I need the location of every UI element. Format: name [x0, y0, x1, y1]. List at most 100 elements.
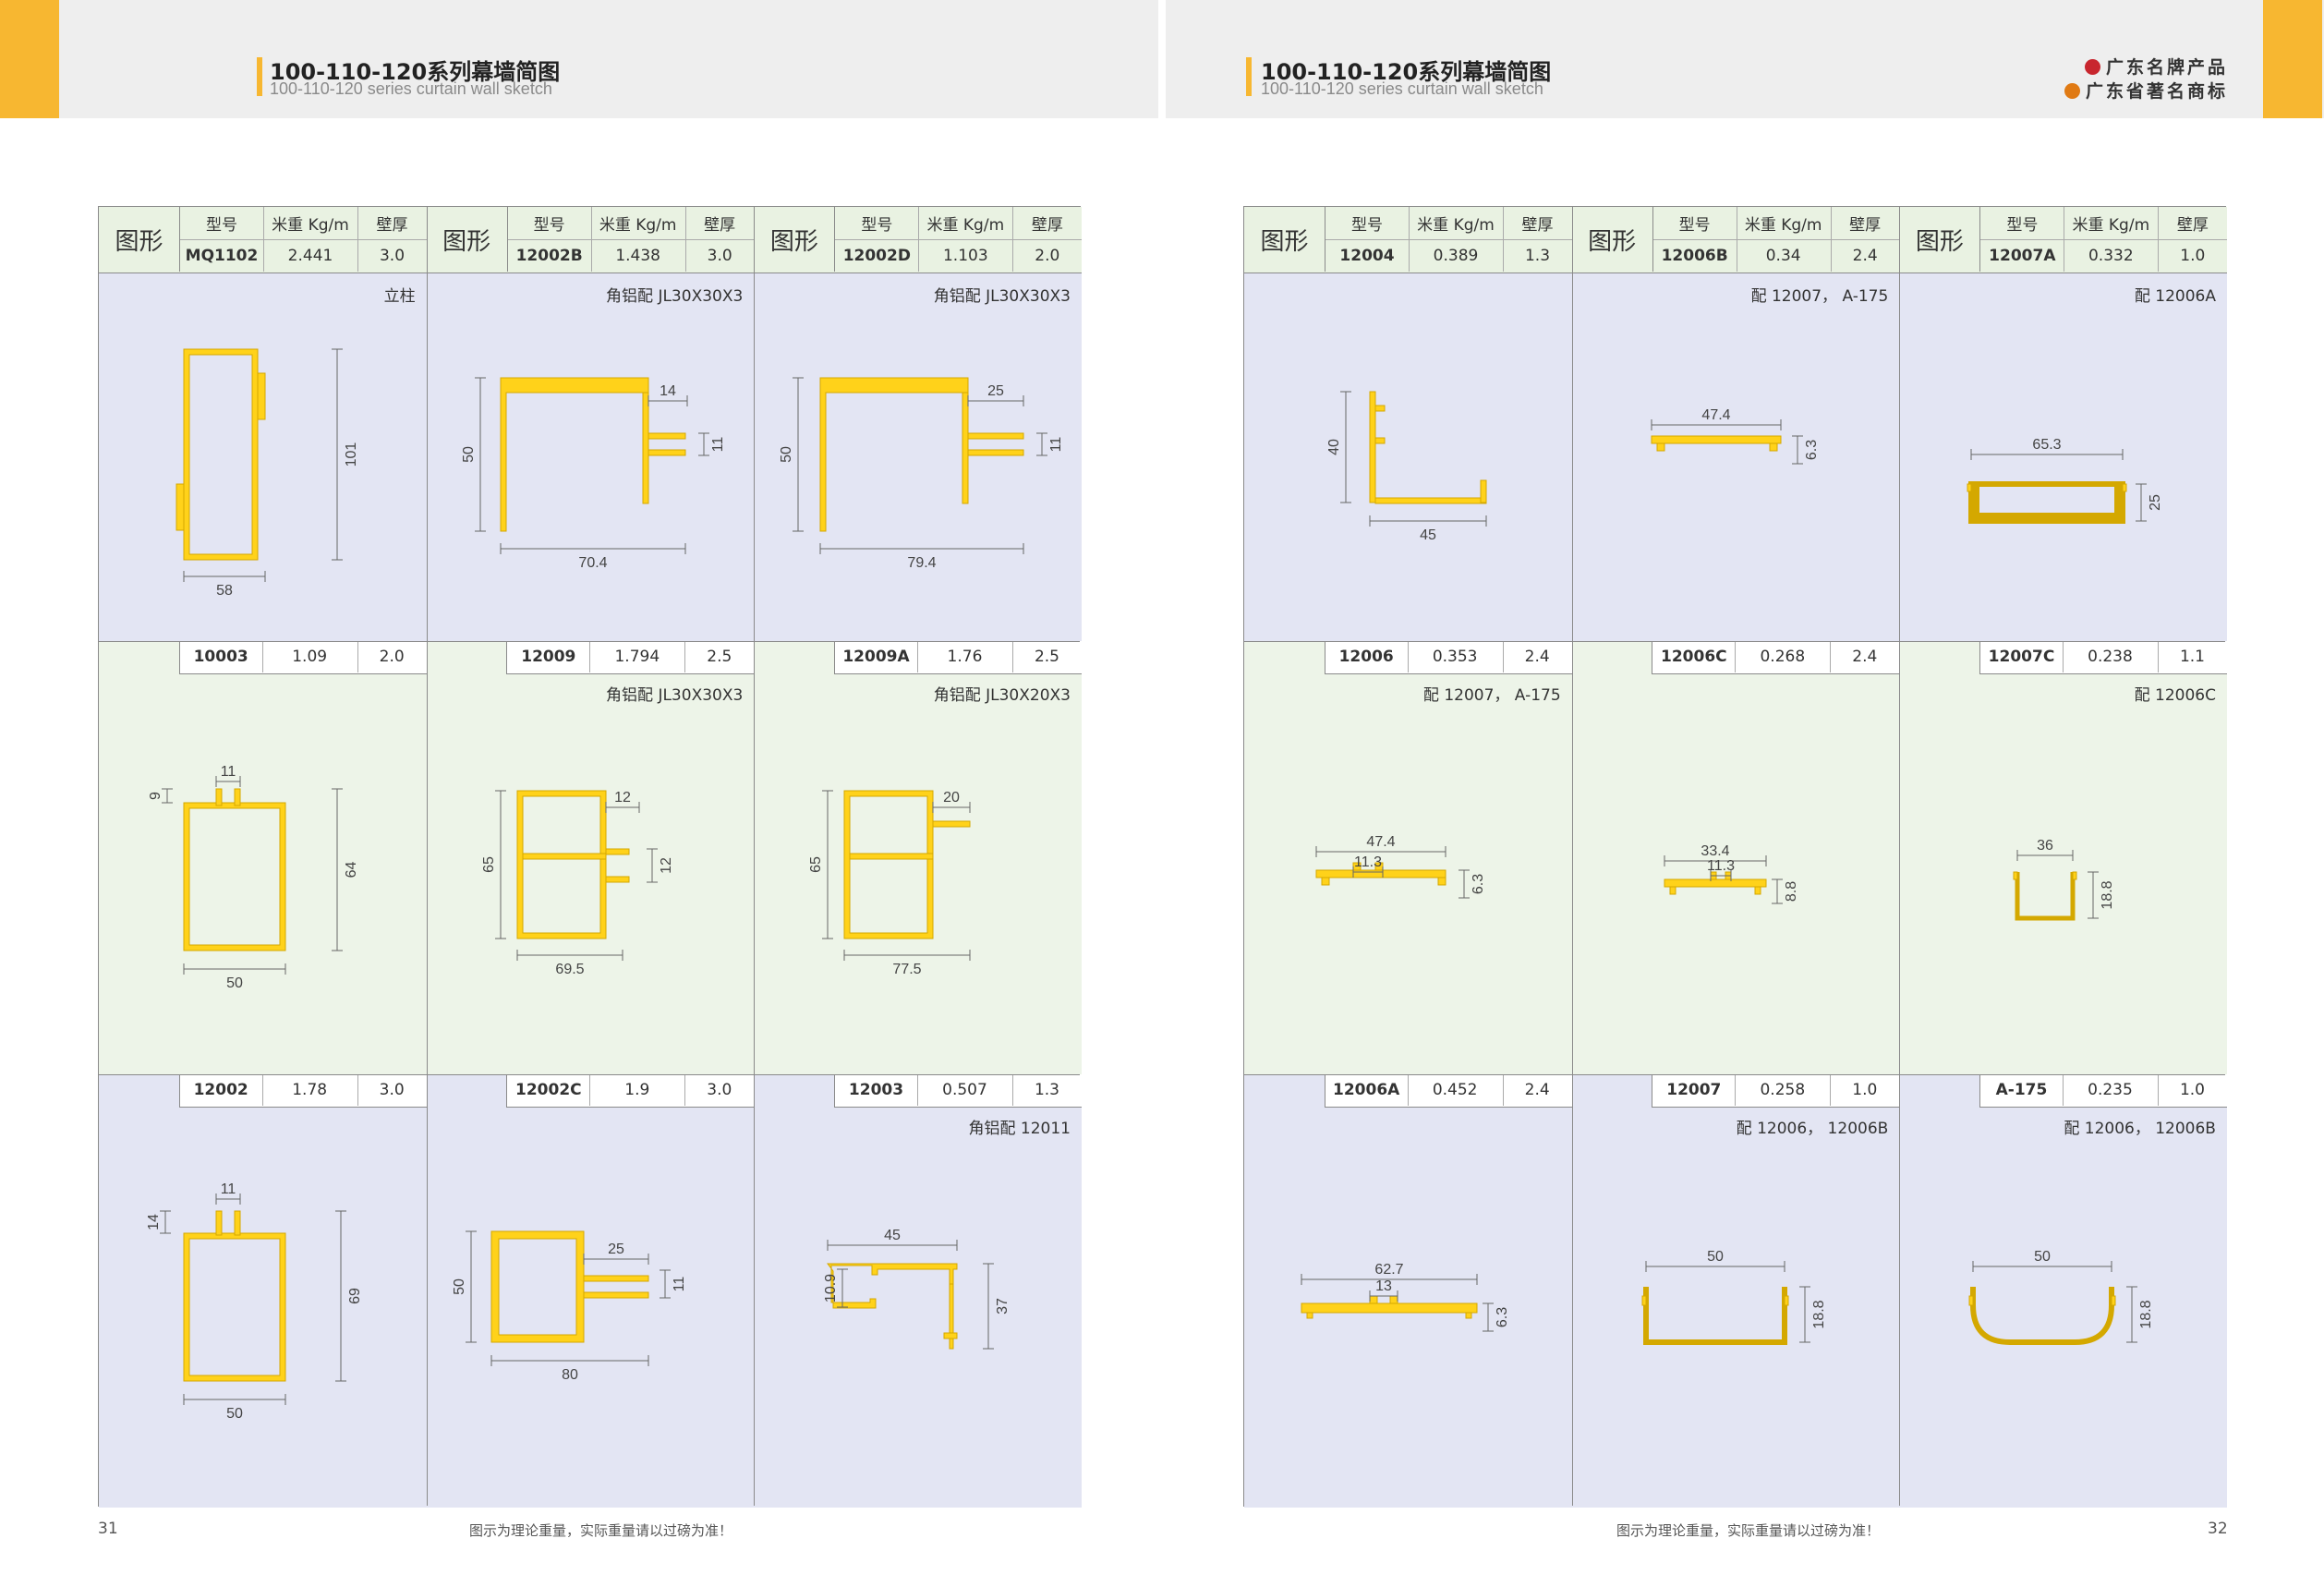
dimension-label: 18.8: [1811, 1300, 1827, 1328]
weight-value: 1.438: [591, 239, 686, 272]
model-value: 12004: [1325, 239, 1410, 272]
cell-spec-bar: 12002C 1.9 3.0: [506, 1074, 755, 1108]
profile-drawing: 36 18.8: [2013, 838, 2115, 921]
dimension-label: 25: [2148, 494, 2163, 511]
dimension-label: 50: [461, 446, 477, 463]
dimension-label: 37: [995, 1298, 1011, 1314]
thickness-value: 2.4: [1852, 648, 1878, 666]
cell-spec-bar: 12006 0.353 2.4: [1324, 641, 1572, 674]
thickness-value: 1.0: [2179, 1081, 2205, 1099]
model-value: MQ1102: [180, 239, 264, 272]
model-value: 12006A: [1325, 1074, 1409, 1106]
profile-cell: 12006C 0.268 2.4 33.4 11.3 8.8: [1571, 641, 1900, 1074]
profile-drawing: 50 18.8: [1968, 1249, 2154, 1345]
profile-cell: 图形 型号 米重 Kg/m 壁厚 MQ1102 2.441 3.0 立柱 101 58: [99, 207, 427, 641]
dimension-label: 11: [221, 764, 236, 780]
dimension-label: 13: [1375, 1278, 1392, 1294]
cell-spec-bar: 12002 1.78 3.0: [178, 1074, 427, 1108]
cell-header: 图形 型号 米重 Kg/m 壁厚 12006B 0.34 2.4: [1571, 207, 1900, 273]
model-value: 12007A: [1980, 239, 2065, 272]
dimension-label: 62.7: [1374, 1262, 1403, 1278]
fit-note: 配 12006C: [2134, 686, 2216, 705]
model-value: 12009: [507, 641, 591, 672]
fit-note: 角铝配 JL30X20X3: [933, 686, 1071, 705]
profile-cell: 10003 1.09 2.0 11 9 64 50: [99, 641, 427, 1074]
weight-value: 0.258: [1735, 1074, 1832, 1106]
thickness-value: 1.3: [1034, 1081, 1059, 1099]
shape-label: 图形: [1244, 207, 1325, 272]
dimension-label: 80: [562, 1367, 578, 1383]
fit-note: 配 12006A: [2134, 287, 2216, 306]
model-value: 12002D: [835, 239, 920, 272]
profile-drawing: 101 58: [176, 348, 359, 599]
right-accent-bar: [2263, 0, 2322, 118]
model-value: 12002C: [507, 1074, 591, 1106]
fit-note: 角铝配 12011: [968, 1120, 1071, 1138]
dimension-label: 45: [884, 1228, 901, 1243]
weight-header: 米重 Kg/m: [1736, 207, 1832, 240]
profile-drawing: 14 50 11 70.4: [461, 377, 726, 571]
profile-cell: 图形 型号 米重 Kg/m 壁厚 12006B 0.34 2.4 配 12007， A-175…: [1571, 207, 1900, 641]
dimension-label: 40: [1326, 439, 1342, 455]
dimension-label: 77.5: [893, 962, 922, 977]
dimension-label: 6.3: [1495, 1307, 1510, 1327]
dimension-label: 11: [1048, 437, 1064, 453]
profile-drawing: 20 65 77.5: [808, 790, 971, 977]
left-footer-note: 图示为理论重量，实际重量请以过磅为准！: [469, 1522, 733, 1539]
brand-famous-product: 广东名牌产品: [2084, 54, 2228, 79]
cell-spec-bar: 12006C 0.268 2.4: [1652, 641, 1900, 674]
dimension-label: 69.5: [555, 962, 584, 977]
model-value: 12006C: [1652, 641, 1737, 672]
row-divider: [1244, 1074, 2225, 1075]
cell-spec-bar: 12007 0.258 1.0: [1652, 1074, 1900, 1108]
weight-header: 米重 Kg/m: [590, 207, 686, 240]
brand2-text: 广东省著名商标: [2085, 81, 2228, 102]
model-header: 型号: [1652, 207, 1737, 240]
weight-value: 0.235: [2063, 1074, 2159, 1106]
thickness-value: 2.5: [707, 648, 732, 666]
profile-cell: 12009A 1.76 2.5 角铝配 JL30X20X3 20 65 77.5: [754, 641, 1082, 1074]
weight-value: 1.794: [589, 641, 686, 672]
dimension-label: 12: [659, 857, 674, 874]
shape-label: 图形: [1572, 207, 1653, 272]
profile-drawing: 40 45: [1326, 391, 1487, 543]
dimension-label: 47.4: [1701, 407, 1730, 423]
profile-cell: 12002 1.78 3.0 11 14 69 50: [99, 1074, 427, 1508]
thickness-header: 壁厚: [1830, 207, 1900, 240]
shape-label: 图形: [754, 207, 836, 272]
dimension-label: 14: [146, 1214, 162, 1230]
dimension-label: 8.8: [1784, 881, 1799, 902]
left-page-subtitle: 100-110-120 series curtain wall sketch: [270, 79, 552, 98]
dimension-label: 33.4: [1701, 843, 1729, 859]
model-value: 12007: [1652, 1074, 1737, 1106]
dimension-label: 69: [347, 1288, 363, 1304]
dimension-label: 45: [1420, 527, 1436, 543]
dimension-label: 18.8: [2100, 880, 2115, 909]
dimension-label: 50: [2034, 1249, 2051, 1265]
right-page-number: 32: [2208, 1520, 2228, 1538]
cell-spec-bar: 12003 0.507 1.3: [833, 1074, 1082, 1108]
dimension-label: 6.3: [1804, 440, 1820, 460]
right-title-marker: [1246, 57, 1252, 96]
left-page-title: 100-110-120系列幕墙简图: [270, 59, 561, 85]
thickness-value: 2.4: [1524, 1081, 1550, 1099]
dimension-label: 25: [987, 383, 1004, 399]
cell-spec-bar: 10003 1.09 2.0: [178, 641, 427, 674]
dimension-label: 6.3: [1471, 874, 1486, 894]
weight-value: 1.78: [262, 1074, 358, 1106]
row-divider: [99, 641, 1080, 642]
dimension-label: 50: [779, 446, 794, 463]
column-divider: [426, 207, 428, 1506]
profile-cell: 图形 型号 米重 Kg/m 壁厚 12004 0.389 1.3 40 45: [1244, 207, 1572, 641]
shape-label: 图形: [1899, 207, 1981, 272]
dimension-label: 50: [226, 975, 243, 991]
cell-spec-bar: 12006A 0.452 2.4: [1324, 1074, 1572, 1108]
weight-value: 2.441: [263, 239, 358, 272]
left-profile-table: 图形 型号 米重 Kg/m 壁厚 MQ1102 2.441 3.0 立柱 101 58 图形 型号 米重…: [98, 206, 1083, 1508]
weight-header: 米重 Kg/m: [2064, 207, 2160, 240]
thickness-value: 1.3: [1524, 246, 1551, 265]
dimension-label: 11.3: [1354, 854, 1382, 870]
thickness-value: 2.4: [1524, 648, 1550, 666]
weight-value: 0.34: [1737, 239, 1832, 272]
profile-cell: 图形 型号 米重 Kg/m 壁厚 12007A 0.332 1.0 配 12006A 65.3 2…: [1899, 207, 2228, 641]
